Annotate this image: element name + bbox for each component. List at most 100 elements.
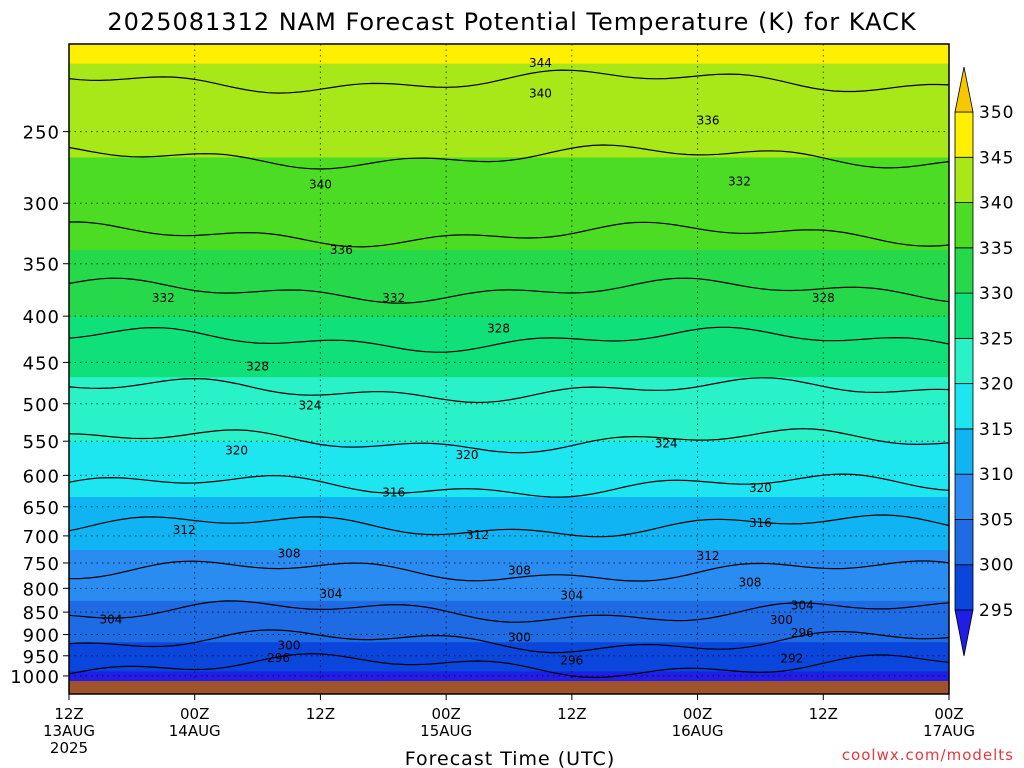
contour-label: 324 [655,436,678,450]
x-tick-label: 12Z [306,705,335,723]
theta-band [69,441,949,498]
x-tick-label: 00Z [431,705,460,723]
contour-label: 320 [456,448,479,462]
theta-band [69,44,949,64]
y-tick-label: 600 [23,466,60,487]
colorbar-lower-arrow [954,609,974,657]
y-tick-label: 800 [23,579,60,600]
colorbar-segment [954,564,974,611]
colorbar-segment [954,292,974,339]
x-tick-label: 17AUG [923,722,975,740]
contour-label: 300 [508,631,531,645]
y-tick-label: 1000 [10,667,60,688]
colorbar-label: 345 [979,148,1014,168]
contour-label: 328 [812,291,835,305]
plot-frame [68,43,950,695]
chart-title: 2025081312 NAM Forecast Potential Temper… [107,8,916,36]
colorbar-segment [954,337,974,385]
grid [68,44,950,681]
colorbar-label: 320 [979,375,1014,395]
colorbar-upper-arrow [954,66,974,113]
contour-label: 340 [309,177,332,191]
x-tick-label: 14AUG [169,722,221,740]
contour-label: 320 [749,481,772,495]
colorbar-label: 340 [979,194,1014,214]
contour-label: 344 [529,56,552,70]
x-tick-label: 2025 [50,739,88,757]
y-tick-label: 550 [23,432,60,453]
contour-label: 336 [330,243,353,257]
contour-label: 312 [173,523,196,537]
x-tick-label: 00Z [683,705,712,723]
theta-band [69,249,949,317]
contour-line [68,277,950,304]
colorbar-segment [954,473,974,520]
contour-label: 304 [99,612,122,626]
colorbar-segment [954,428,974,475]
contours [68,69,950,679]
contour-line [68,652,950,679]
contour-line [68,514,950,538]
contour-label: 320 [225,443,248,457]
contour-label: 328 [487,322,510,336]
y-tick-label: 900 [23,626,60,647]
contour-label: 340 [529,87,552,101]
contour-label: 300 [770,613,793,627]
x-tick-label: 00Z [934,705,963,723]
contour-label: 336 [697,113,720,127]
contour-label: 312 [466,528,489,542]
x-tick-label: 13AUG [43,722,95,740]
colorbar-label: 310 [979,465,1014,485]
theta-band [69,376,949,442]
contour-label: 296 [560,654,583,668]
theta-band [69,316,949,378]
contour-line [68,428,950,454]
plot-area [69,44,949,682]
theta-band [69,496,949,551]
contour-line [68,600,950,623]
x-tick-label: 12Z [557,705,586,723]
y-axis: 2503003504004505005506006507007508008509… [10,123,69,688]
y-tick-label: 500 [23,395,60,416]
contour-label: 332 [728,175,751,189]
colorbar-label: 335 [979,239,1014,259]
contour-line [68,69,950,94]
contour-labels: 344 340 336 340 332 336 332 332 328 328 328 324 320 3… [99,56,834,668]
theta-band [69,641,949,672]
colorbar-label: 350 [979,103,1014,123]
contour-line [68,221,950,248]
contour-label: 304 [791,599,814,613]
contour-label: 316 [749,516,772,530]
contour-label: 304 [560,589,583,603]
colorbar-segment [954,519,974,566]
colorbar-segment [954,156,974,203]
contour-label: 324 [298,398,321,412]
colorbar: 295 300 305 310 315 320 325 330 335 340 345 350 [954,66,1014,657]
contour-label: 328 [246,360,269,374]
contour-label: 308 [278,546,301,560]
y-tick-label: 850 [23,603,60,624]
x-tick-label: 00Z [180,705,209,723]
colorbar-label: 300 [979,556,1014,576]
contour-label: 300 [278,638,301,652]
contour-line [68,144,950,170]
y-tick-label: 650 [23,498,60,519]
contour-label: 308 [508,564,531,578]
x-tick-label: 12Z [54,705,83,723]
contour-label: 296 [791,626,814,640]
y-tick-label: 300 [23,194,60,215]
x-tick-label: 12Z [809,705,838,723]
colorbar-label: 305 [979,510,1014,530]
contour-label: 316 [382,486,405,500]
x-tick-label: 15AUG [420,722,472,740]
contour-label: 296 [267,651,290,665]
colorbar-segment [954,202,974,249]
contour-label: 292 [780,652,803,666]
colorbar-segment [954,247,974,294]
contour-label: 304 [319,587,342,601]
colorbar-segment [954,111,974,158]
contour-line [68,560,950,582]
y-tick-label: 700 [23,527,60,548]
